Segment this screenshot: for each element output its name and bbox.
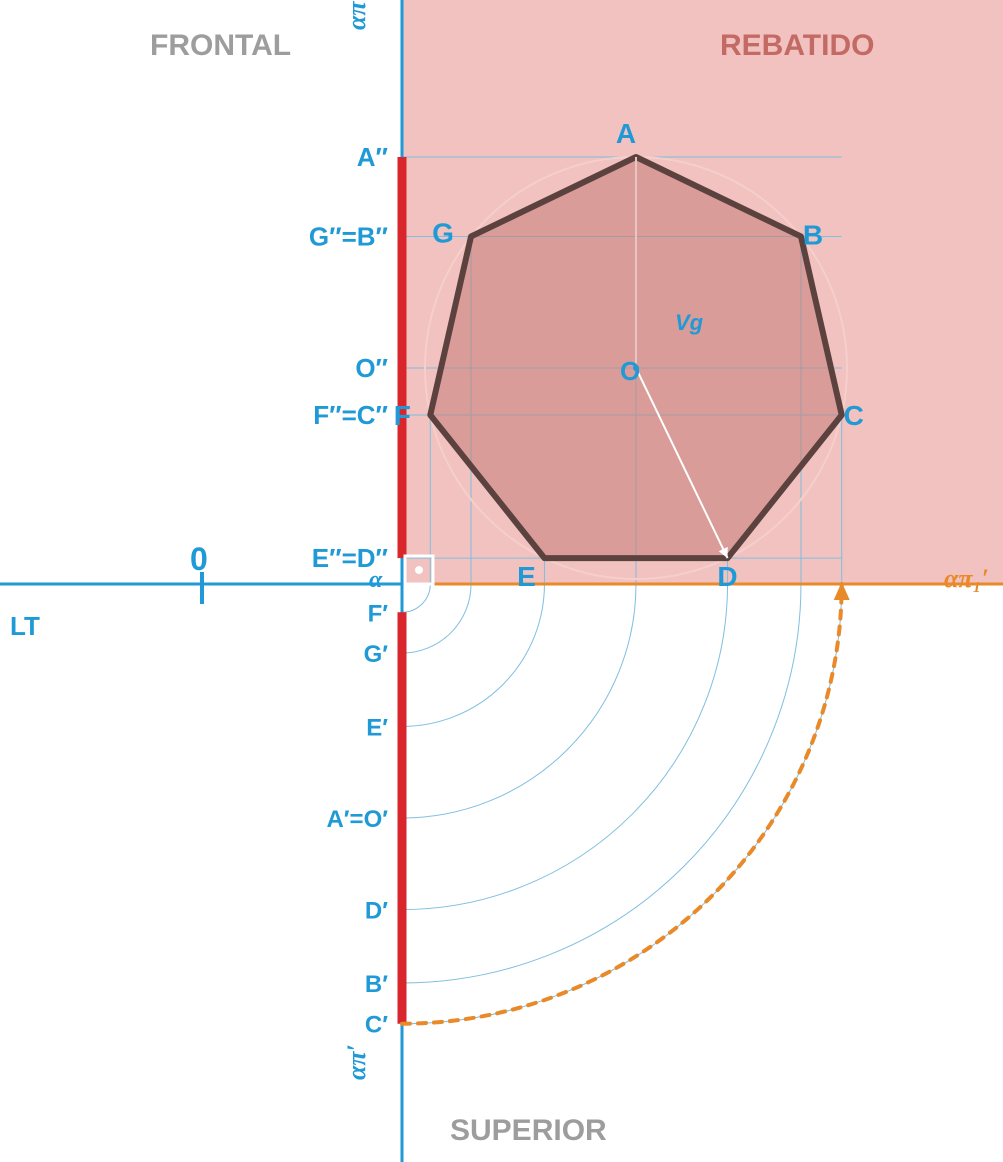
rebatimento-arc xyxy=(402,584,842,1024)
frontal-tick-label: E″=D″ xyxy=(312,543,388,573)
superior-tick-label: C′ xyxy=(365,1012,388,1039)
label-center-o: O xyxy=(620,356,640,386)
superior-tick-label: A′=O′ xyxy=(326,806,388,833)
label-frontal: FRONTAL xyxy=(150,29,291,62)
frontal-tick-label: O″ xyxy=(355,353,388,383)
frontal-tick-label: F″=C″ xyxy=(313,400,388,430)
transfer-arc xyxy=(402,584,430,612)
vertex-label-E: E xyxy=(517,561,536,592)
label-alpha-pi-top: απ″ xyxy=(342,0,371,30)
label-lt: LT xyxy=(10,611,40,641)
frontal-tick-label: A″ xyxy=(357,142,388,172)
transfer-arc xyxy=(402,584,471,653)
transfer-arc xyxy=(402,584,636,818)
label-alpha-pi-bot: απ′ xyxy=(342,1044,371,1080)
label-vg: Vg xyxy=(675,310,704,335)
superior-tick-label: E′ xyxy=(366,714,388,741)
transfer-arc xyxy=(402,584,842,1024)
vertex-label-D: D xyxy=(717,561,737,592)
transfer-arc xyxy=(402,584,544,726)
superior-tick-label: F′ xyxy=(368,600,389,627)
vertex-label-C: C xyxy=(844,400,864,431)
vertex-label-A: A xyxy=(616,118,636,149)
transfer-arc xyxy=(402,584,801,983)
pivot-dot xyxy=(415,566,423,574)
frontal-tick-label: G″=B″ xyxy=(309,221,388,251)
vertex-label-B: B xyxy=(803,219,823,250)
superior-tick-label: G′ xyxy=(364,641,389,668)
label-superior: SUPERIOR xyxy=(450,1114,607,1147)
label-zero: 0 xyxy=(190,541,208,577)
vertex-label-G: G xyxy=(432,217,454,248)
label-alpha-pi1: απ₁′ xyxy=(944,564,989,593)
superior-tick-label: B′ xyxy=(365,971,388,998)
superior-tick-label: D′ xyxy=(365,898,388,925)
vertex-label-F: F xyxy=(394,400,411,431)
label-rebatido: REBATIDO xyxy=(720,29,874,62)
